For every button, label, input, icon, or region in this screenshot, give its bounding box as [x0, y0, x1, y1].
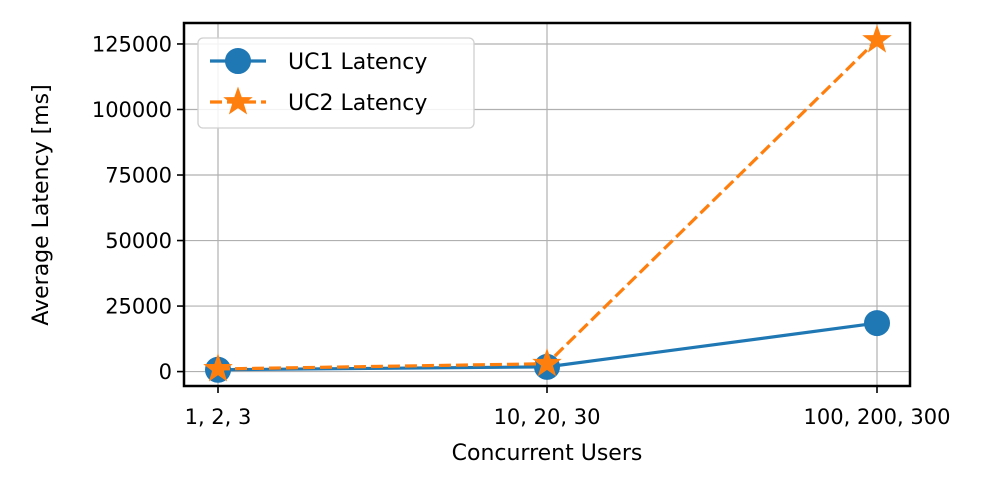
y-tick-label: 0 [159, 360, 172, 384]
legend: UC1 Latency UC2 Latency [197, 37, 475, 129]
data-point-series-2 [862, 24, 892, 53]
legend-marker-1 [225, 48, 251, 74]
legend-entry-2: UC2 Latency [288, 91, 427, 116]
y-axis-label: Average Latency [ms] [29, 84, 54, 325]
x-axis-ticks: 1, 2, 3 10, 20, 30 100, 200, 300 [185, 386, 951, 429]
legend-marker-2 [223, 86, 253, 115]
y-tick-label: 75000 [105, 164, 172, 188]
x-tick-label: 10, 20, 30 [494, 405, 601, 429]
series-layer [203, 24, 892, 383]
x-axis-label: Concurrent Users [452, 441, 643, 466]
y-tick-label: 125000 [92, 32, 172, 56]
x-tick-label: 1, 2, 3 [185, 405, 252, 429]
data-point-series-1 [864, 310, 890, 337]
y-tick-label: 100000 [92, 98, 172, 122]
x-tick-label: 100, 200, 300 [804, 405, 951, 429]
y-axis-ticks: 0 25000 50000 75000 100000 125000 [92, 32, 184, 384]
y-tick-label: 50000 [105, 229, 172, 253]
data-point-series-2 [532, 348, 562, 377]
legend-entry-1: UC1 Latency [288, 50, 427, 75]
data-point-series-2 [203, 353, 233, 382]
y-tick-label: 25000 [105, 295, 172, 319]
legend-box [197, 37, 475, 129]
